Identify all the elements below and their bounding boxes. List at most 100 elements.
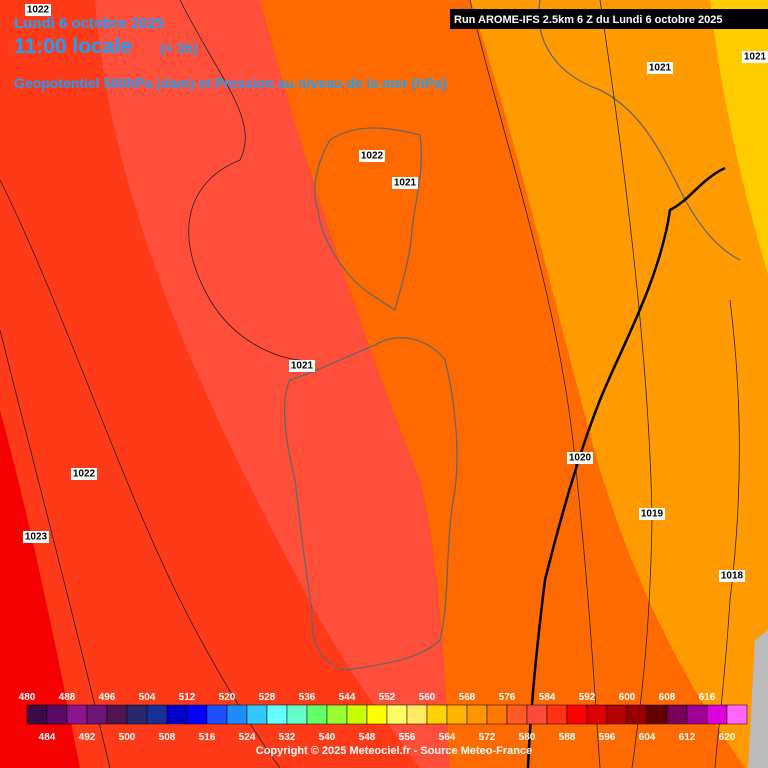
field-band xyxy=(710,0,768,275)
legend-label: 588 xyxy=(559,732,576,743)
legend-label: 528 xyxy=(259,692,276,703)
legend-label: 612 xyxy=(679,732,696,743)
legend-label: 492 xyxy=(79,732,96,743)
coastline xyxy=(538,0,741,261)
field-band xyxy=(0,410,80,768)
isobar-label: 1022 xyxy=(361,151,384,162)
isobar-label-box xyxy=(25,4,51,16)
legend-label: 480 xyxy=(19,692,36,703)
legend-label: 524 xyxy=(239,732,256,743)
time: 11:00 locale xyxy=(14,35,132,58)
isobar xyxy=(599,0,653,768)
legend-swatch xyxy=(726,704,748,725)
legend-swatch xyxy=(706,704,728,725)
isobar-label-box xyxy=(23,531,49,543)
isobar-label-box xyxy=(359,150,385,162)
legend-label: 576 xyxy=(499,692,516,703)
legend-label: 540 xyxy=(319,732,336,743)
legend-swatch xyxy=(586,704,608,725)
legend-label: 532 xyxy=(279,732,296,743)
legend-swatch xyxy=(46,704,68,725)
legend-swatch xyxy=(526,704,548,725)
legend-swatch xyxy=(486,704,508,725)
isobar-label: 1023 xyxy=(25,532,48,543)
isobar-label: 1021 xyxy=(649,63,672,74)
corsica xyxy=(314,127,423,312)
legend-label: 584 xyxy=(539,692,556,703)
run-box xyxy=(450,9,768,29)
legend-label: 484 xyxy=(39,732,56,743)
legend-label: 488 xyxy=(59,692,76,703)
isobar-label-box xyxy=(719,570,745,582)
legend-label: 572 xyxy=(479,732,496,743)
legend-swatch xyxy=(366,704,388,725)
legend-label: 564 xyxy=(439,732,456,743)
legend-swatch xyxy=(206,704,228,725)
isobar-label: 1018 xyxy=(721,571,744,582)
date: Lundi 6 octobre 2025 xyxy=(14,15,164,32)
isobar-label-box xyxy=(289,360,315,372)
isobar-label-box xyxy=(567,452,593,464)
legend-label: 508 xyxy=(159,732,176,743)
legend-label: 512 xyxy=(179,692,196,703)
isobar-label: 1022 xyxy=(73,469,96,480)
legend-swatch xyxy=(126,704,148,725)
legend-label: 516 xyxy=(199,732,216,743)
isobar-label: 1021 xyxy=(394,178,417,189)
run-info: Run AROME-IFS 2.5km 6 Z du Lundi 6 octob… xyxy=(454,14,723,26)
no-data xyxy=(748,630,768,768)
legend-label: 520 xyxy=(219,692,236,703)
legend-swatch xyxy=(66,704,88,725)
legend-label: 568 xyxy=(459,692,476,703)
field-band xyxy=(260,0,745,768)
legend-label: 552 xyxy=(379,692,396,703)
isobar-label: 1022 xyxy=(27,5,50,16)
legend-swatch xyxy=(566,704,588,725)
legend-swatch xyxy=(686,704,708,725)
copyright: Copyright © 2025 Meteociel.fr - Source M… xyxy=(256,745,532,757)
sardinia xyxy=(283,337,458,671)
legend-label: 560 xyxy=(419,692,436,703)
legend-swatch xyxy=(606,704,628,725)
legend-swatch xyxy=(326,704,348,725)
legend-swatch xyxy=(406,704,428,725)
isobar-label-box xyxy=(392,177,418,189)
legend-label: 596 xyxy=(599,732,616,743)
lead-time: (+ 3h) xyxy=(160,40,198,56)
legend-swatch xyxy=(246,704,268,725)
legend-label: 556 xyxy=(399,732,416,743)
legend-label: 536 xyxy=(299,692,316,703)
contour-line xyxy=(526,166,726,768)
legend-swatch xyxy=(426,704,448,725)
legend-label: 580 xyxy=(519,732,536,743)
legend-swatch xyxy=(166,704,188,725)
legend-swatch xyxy=(86,704,108,725)
legend-label: 548 xyxy=(359,732,376,743)
legend-swatch xyxy=(266,704,288,725)
legend-swatch xyxy=(546,704,568,725)
legend-label: 592 xyxy=(579,692,596,703)
isobar xyxy=(0,329,111,768)
legend-label: 504 xyxy=(139,692,156,703)
legend-swatch xyxy=(386,704,408,725)
legend-label: 496 xyxy=(99,692,116,703)
legend-swatch xyxy=(506,704,528,725)
legend-label: 500 xyxy=(119,732,136,743)
subtitle: Geopotentiel 500hPa (dam) et Pression au… xyxy=(14,75,447,91)
legend-swatch xyxy=(306,704,328,725)
legend-swatch xyxy=(286,704,308,725)
legend-swatch xyxy=(226,704,248,725)
isobar-label-box xyxy=(742,51,768,63)
legend-label: 608 xyxy=(659,692,676,703)
legend-swatch xyxy=(106,704,128,725)
isobar-label: 1019 xyxy=(641,509,664,520)
legend-swatch xyxy=(666,704,688,725)
legend-label: 620 xyxy=(719,732,736,743)
isobar-label-box xyxy=(639,508,665,520)
isobar-label: 1021 xyxy=(291,361,314,372)
legend-swatch xyxy=(26,704,48,725)
isobar-label: 1020 xyxy=(569,453,592,464)
legend-swatch xyxy=(346,704,368,725)
legend-label: 544 xyxy=(339,692,356,703)
